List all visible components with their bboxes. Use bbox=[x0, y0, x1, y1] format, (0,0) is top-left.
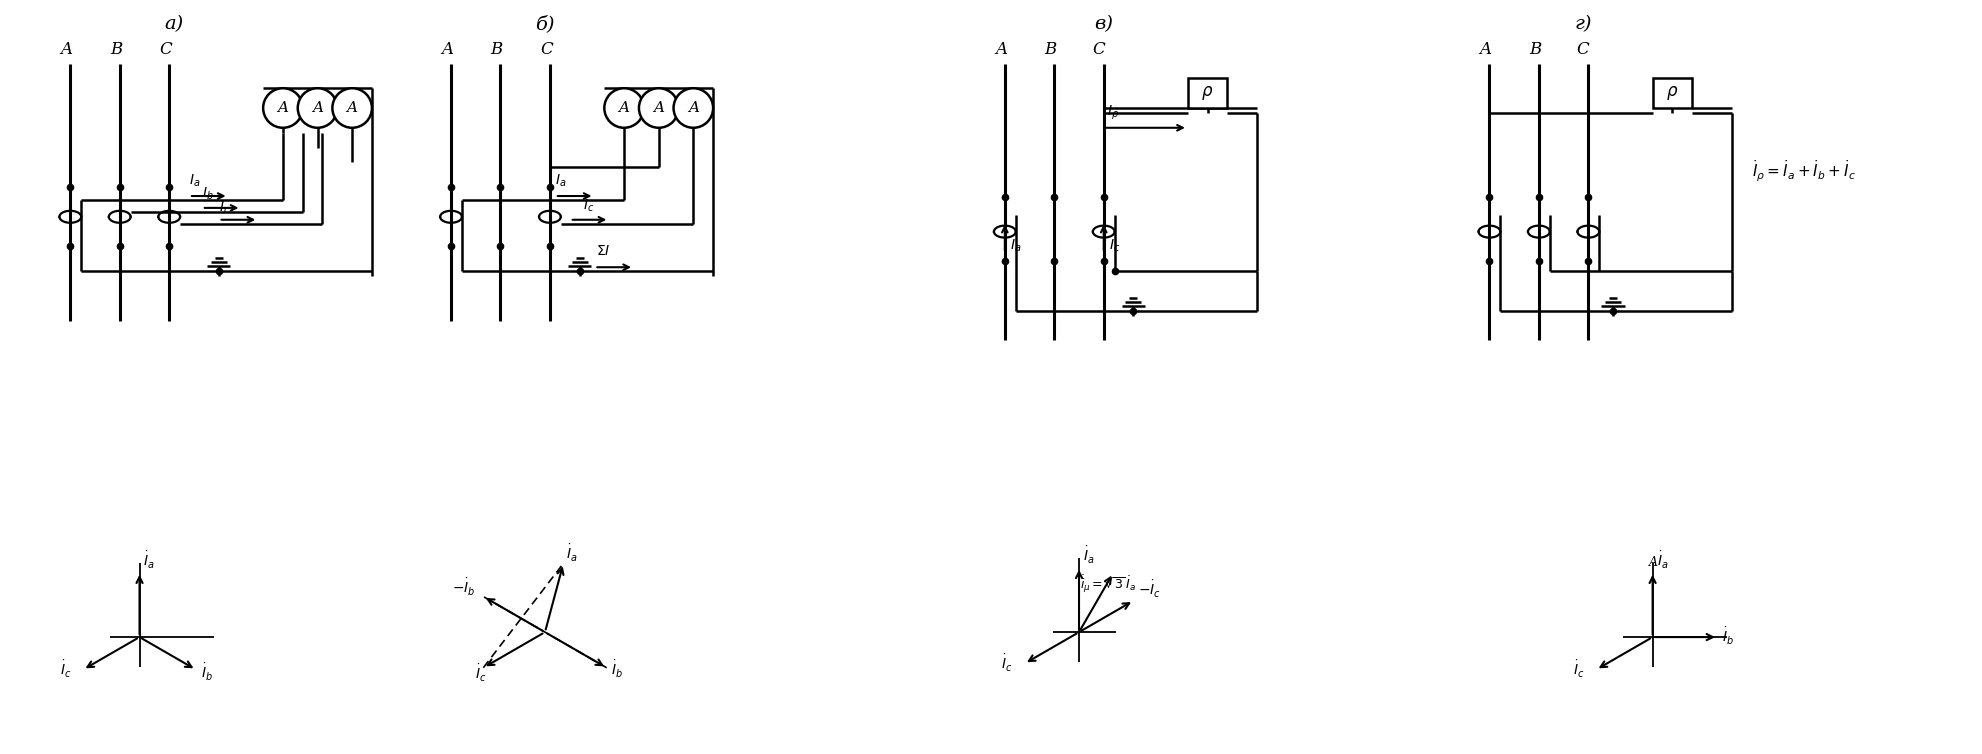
Circle shape bbox=[333, 88, 373, 127]
Text: $I_c$: $I_c$ bbox=[218, 200, 230, 216]
Text: $\dot{i}_{\mu}=\sqrt{3}\,\dot{I}_a$: $\dot{i}_{\mu}=\sqrt{3}\,\dot{I}_a$ bbox=[1080, 574, 1136, 595]
Text: $I_b$: $I_b$ bbox=[202, 186, 214, 202]
Text: $I_a$: $I_a$ bbox=[188, 172, 200, 188]
Text: б): б) bbox=[535, 15, 555, 33]
Text: B: B bbox=[109, 41, 123, 57]
Text: $\dot{I}_b$: $\dot{I}_b$ bbox=[202, 662, 214, 683]
Text: B: B bbox=[1045, 41, 1056, 57]
Text: $I_a$: $I_a$ bbox=[1009, 238, 1021, 254]
Text: $\rho$: $\rho$ bbox=[1667, 84, 1679, 103]
Bar bbox=[1653, 78, 1693, 108]
Text: A: A bbox=[654, 101, 664, 115]
Text: $-\dot{I}_c$: $-\dot{I}_c$ bbox=[1138, 579, 1161, 600]
Circle shape bbox=[605, 88, 644, 127]
Text: $\dot{I}_a$: $\dot{I}_a$ bbox=[567, 543, 579, 564]
Text: A: A bbox=[618, 101, 630, 115]
Text: A: A bbox=[59, 41, 73, 57]
Text: $I_\rho$: $I_\rho$ bbox=[1106, 104, 1120, 122]
Text: A: A bbox=[1479, 41, 1492, 57]
Text: $\dot{I}_b$: $\dot{I}_b$ bbox=[610, 659, 622, 680]
Text: A: A bbox=[688, 101, 700, 115]
Text: $\dot{I}_a$: $\dot{I}_a$ bbox=[1082, 544, 1094, 566]
Text: A: A bbox=[1649, 556, 1657, 569]
Text: $\dot{I}_\rho = \dot{I}_a + \dot{I}_b + \dot{I}_c$: $\dot{I}_\rho = \dot{I}_a + \dot{I}_b + … bbox=[1752, 158, 1855, 184]
Text: $I_c$: $I_c$ bbox=[1108, 238, 1120, 254]
Text: B: B bbox=[1528, 41, 1542, 57]
Text: $I_a$: $I_a$ bbox=[555, 172, 567, 188]
Text: A: A bbox=[995, 41, 1007, 57]
Text: $\dot{I}_a$: $\dot{I}_a$ bbox=[1657, 550, 1669, 571]
Text: C: C bbox=[539, 41, 553, 57]
Text: в): в) bbox=[1094, 15, 1114, 33]
Text: A: A bbox=[311, 101, 323, 115]
Text: C: C bbox=[1576, 41, 1590, 57]
Text: $\Sigma I$: $\Sigma I$ bbox=[597, 244, 610, 259]
Bar bbox=[1187, 78, 1227, 108]
Circle shape bbox=[264, 88, 303, 127]
Text: $\dot{I}_c$: $\dot{I}_c$ bbox=[59, 659, 71, 680]
Text: A: A bbox=[277, 101, 289, 115]
Text: $I_c$: $I_c$ bbox=[583, 198, 595, 214]
Text: B: B bbox=[492, 41, 503, 57]
Text: A: A bbox=[347, 101, 357, 115]
Text: $\rho$: $\rho$ bbox=[1201, 84, 1213, 103]
Text: г): г) bbox=[1574, 15, 1592, 33]
Text: C: C bbox=[1092, 41, 1104, 57]
Text: $-\dot{I}_b$: $-\dot{I}_b$ bbox=[452, 577, 476, 598]
Text: $\dot{I}_c$: $\dot{I}_c$ bbox=[1001, 653, 1013, 674]
Circle shape bbox=[638, 88, 678, 127]
Circle shape bbox=[297, 88, 337, 127]
Text: C: C bbox=[159, 41, 172, 57]
Text: а): а) bbox=[165, 15, 184, 33]
Text: $\dot{I}_b$: $\dot{I}_b$ bbox=[1722, 627, 1734, 648]
Text: $\dot{I}_c$: $\dot{I}_c$ bbox=[476, 663, 488, 684]
Text: $\dot{I}_c$: $\dot{I}_c$ bbox=[1574, 659, 1584, 680]
Text: $\dot{I}_a$: $\dot{I}_a$ bbox=[143, 550, 155, 571]
Circle shape bbox=[674, 88, 714, 127]
Text: A: A bbox=[442, 41, 454, 57]
